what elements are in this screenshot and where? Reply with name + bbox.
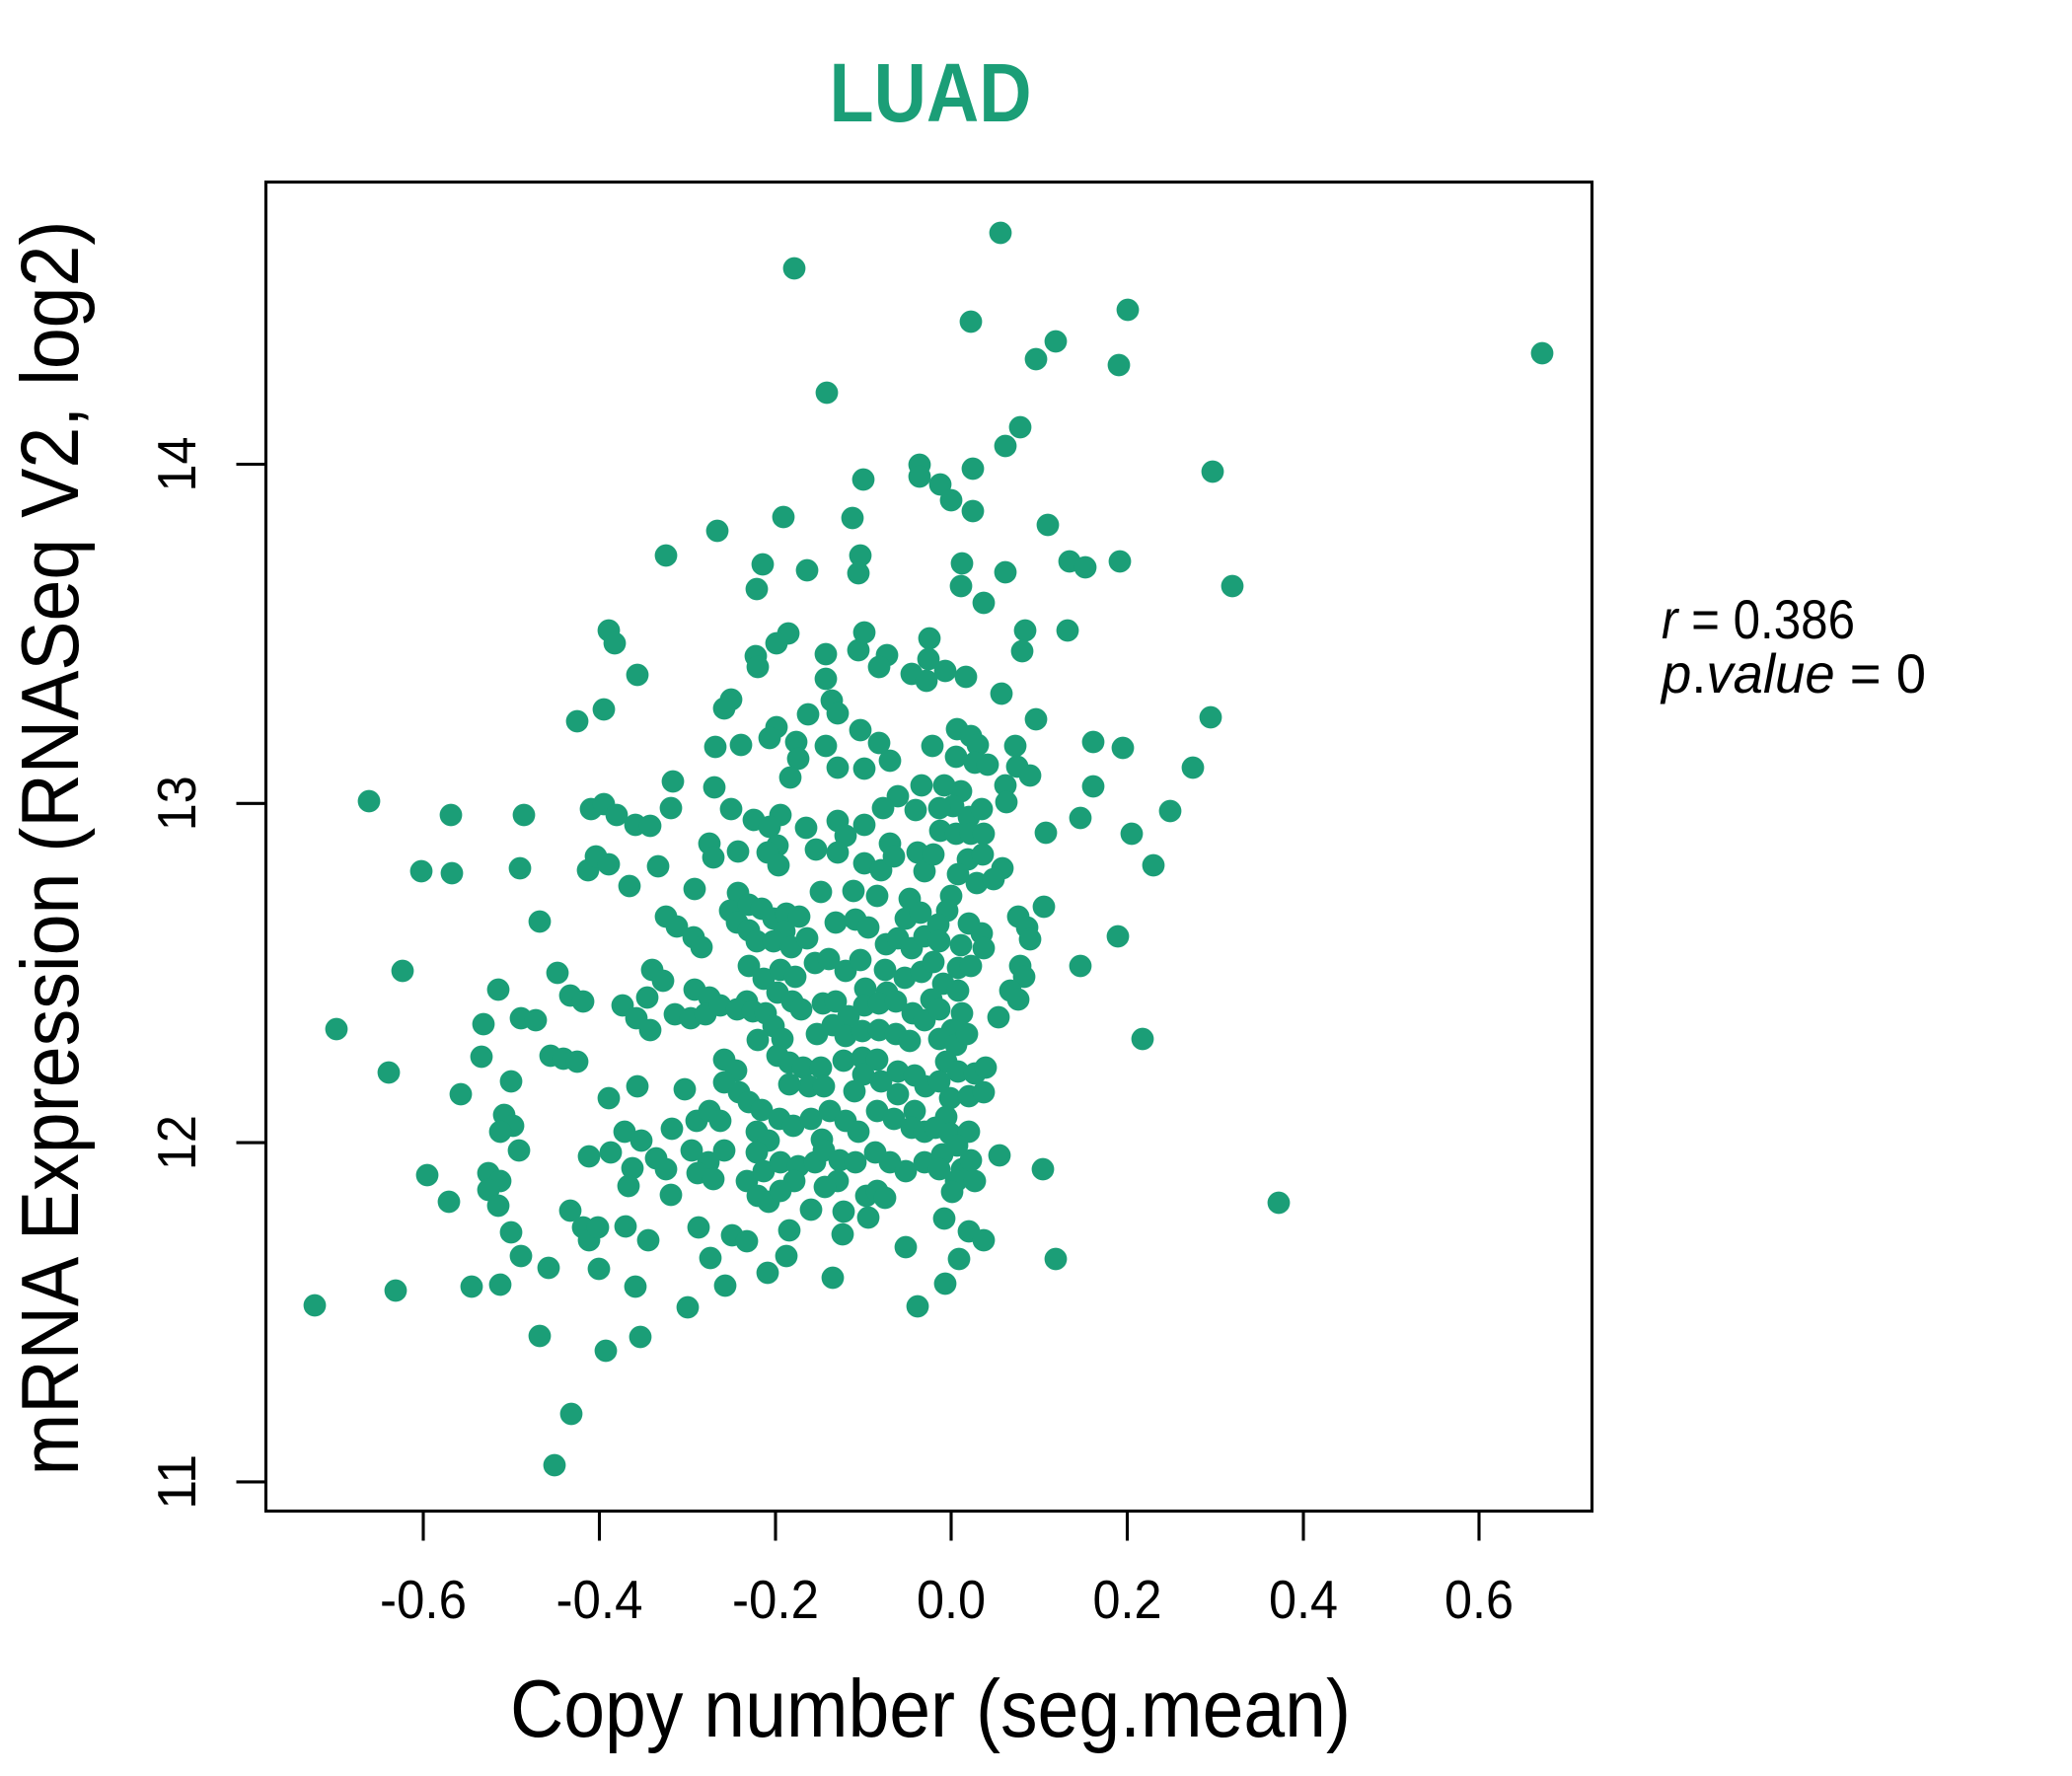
svg-text:-0.4: -0.4: [556, 1569, 643, 1630]
svg-text:-0.6: -0.6: [380, 1569, 467, 1630]
svg-text:Copy number (seg.mean): Copy number (seg.mean): [510, 1663, 1351, 1754]
svg-text:r = 0.386: r = 0.386: [1662, 588, 1855, 650]
svg-text:12: 12: [146, 1115, 207, 1170]
svg-text:0.4: 0.4: [1269, 1569, 1338, 1630]
svg-text:p.value = 0: p.value = 0: [1660, 642, 1926, 704]
svg-text:-0.2: -0.2: [732, 1569, 819, 1630]
svg-text:11: 11: [146, 1454, 207, 1510]
svg-text:0.6: 0.6: [1444, 1569, 1514, 1630]
svg-text:14: 14: [146, 437, 207, 492]
svg-text:0.0: 0.0: [917, 1569, 986, 1630]
svg-text:LUAD: LUAD: [830, 46, 1032, 139]
svg-text:0.2: 0.2: [1093, 1569, 1162, 1630]
svg-text:13: 13: [146, 776, 207, 831]
svg-text:mRNA Expression (RNASeq V2, lo: mRNA Expression (RNASeq V2, log2): [4, 221, 96, 1476]
